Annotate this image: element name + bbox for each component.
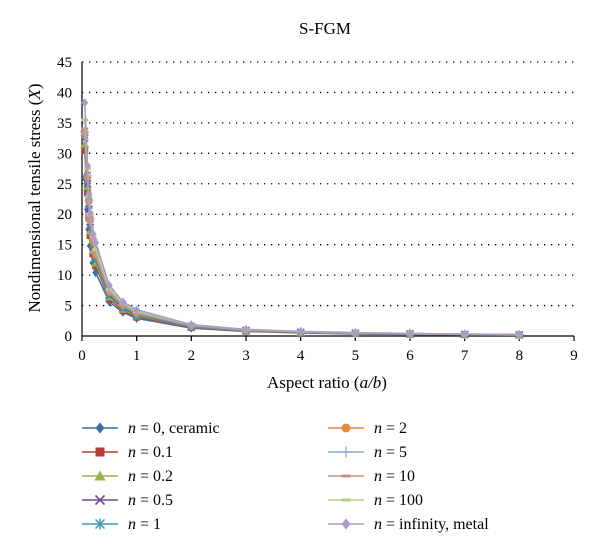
series-line (83, 102, 520, 336)
data-point (94, 518, 106, 530)
legend-item: n = 0.2 (82, 468, 173, 485)
legend-item: n = infinity, metal (328, 516, 489, 533)
x-tick-label: 8 (516, 348, 524, 364)
y-tick-label: 30 (57, 146, 72, 162)
data-point (86, 208, 94, 218)
series-line (83, 131, 520, 336)
data-point (119, 297, 127, 307)
series-10 (81, 98, 523, 339)
x-tick-label: 6 (406, 348, 414, 364)
legend-label: n = 1 (128, 516, 161, 533)
x-axis-ticks: 0 1 2 3 4 5 6 7 8 9 (78, 336, 578, 364)
data-point (351, 328, 359, 338)
data-point (341, 498, 351, 502)
series-line (83, 150, 520, 336)
data-point (85, 189, 93, 199)
y-tick-label: 35 (57, 116, 72, 132)
y-axis-label: Nondimensional tensile stress (X) (25, 83, 44, 312)
legend-item: n = 2 (328, 420, 407, 437)
gridlines (82, 61, 574, 307)
data-point (95, 447, 105, 457)
series-7 (80, 127, 524, 340)
data-point (515, 329, 523, 339)
axes (81, 62, 574, 337)
legend-label: n = 5 (374, 444, 407, 461)
series-line (83, 119, 520, 336)
x-tick-label: 2 (188, 348, 196, 364)
series-3 (80, 139, 524, 339)
series-group (80, 98, 524, 340)
series-line (83, 177, 520, 336)
legend-label: n = 0.2 (128, 468, 173, 485)
y-tick-label: 40 (57, 85, 72, 101)
x-tick-label: 1 (133, 348, 141, 364)
legend: n = 0, ceramic n = 0.1 n = 0.2 n = 0.5 n = 1… (82, 420, 489, 533)
data-point (133, 305, 141, 315)
series-9 (81, 118, 523, 337)
y-axis-ticks: 0 5 10 15 20 25 30 35 40 45 (57, 55, 72, 345)
y-tick-label: 5 (65, 299, 73, 315)
data-point (105, 280, 113, 290)
data-point (89, 229, 97, 239)
data-point (406, 328, 414, 338)
data-point (83, 161, 91, 171)
data-point (341, 518, 351, 530)
data-point (92, 248, 100, 252)
data-point (341, 423, 351, 433)
data-point (94, 494, 106, 506)
series-6 (81, 130, 523, 339)
legend-item: n = 10 (328, 468, 415, 485)
data-point (340, 446, 352, 458)
series-line (83, 133, 520, 336)
data-point (242, 324, 250, 334)
data-point (297, 326, 305, 336)
legend-label: n = 2 (374, 420, 407, 437)
data-point (92, 238, 100, 248)
y-tick-label: 25 (57, 177, 72, 193)
x-tick-label: 9 (570, 348, 578, 364)
data-point (94, 470, 106, 481)
series-5 (80, 130, 524, 340)
series-line (83, 135, 520, 336)
y-tick-label: 20 (57, 207, 72, 223)
legend-item: n = 0.5 (82, 492, 173, 509)
legend-item: n = 5 (328, 444, 407, 461)
legend-label: n = 100 (374, 492, 423, 509)
series-line (83, 128, 520, 336)
series-4 (80, 134, 524, 339)
data-point (81, 98, 89, 108)
data-point (92, 250, 100, 254)
x-axis-label: Aspect ratio (a/b) (267, 373, 387, 392)
legend-label: n = 0.1 (128, 444, 173, 461)
x-tick-label: 5 (352, 348, 360, 364)
y-tick-label: 45 (57, 55, 72, 71)
series-8 (81, 127, 523, 337)
series-2 (81, 146, 523, 339)
y-tick-label: 0 (65, 329, 73, 345)
data-point (341, 474, 351, 478)
legend-label: n = 10 (374, 468, 415, 485)
x-tick-label: 4 (297, 348, 305, 364)
data-point (461, 329, 469, 339)
series-line (83, 144, 520, 336)
legend-item: n = 0, ceramic (82, 420, 220, 437)
x-tick-label: 0 (78, 348, 86, 364)
legend-item: n = 0.1 (82, 444, 173, 461)
legend-item: n = 100 (328, 492, 423, 509)
data-point (95, 422, 105, 434)
legend-item: n = 1 (82, 516, 161, 533)
y-tick-label: 15 (57, 238, 72, 254)
legend-label: n = infinity, metal (374, 516, 489, 533)
data-point (187, 320, 195, 330)
y-tick-label: 10 (57, 268, 72, 284)
x-tick-label: 7 (461, 348, 469, 364)
legend-label: n = 0.5 (128, 492, 173, 509)
legend-label: n = 0, ceramic (128, 420, 220, 437)
x-tick-label: 3 (242, 348, 250, 364)
chart-title: S-FGM (299, 19, 351, 38)
